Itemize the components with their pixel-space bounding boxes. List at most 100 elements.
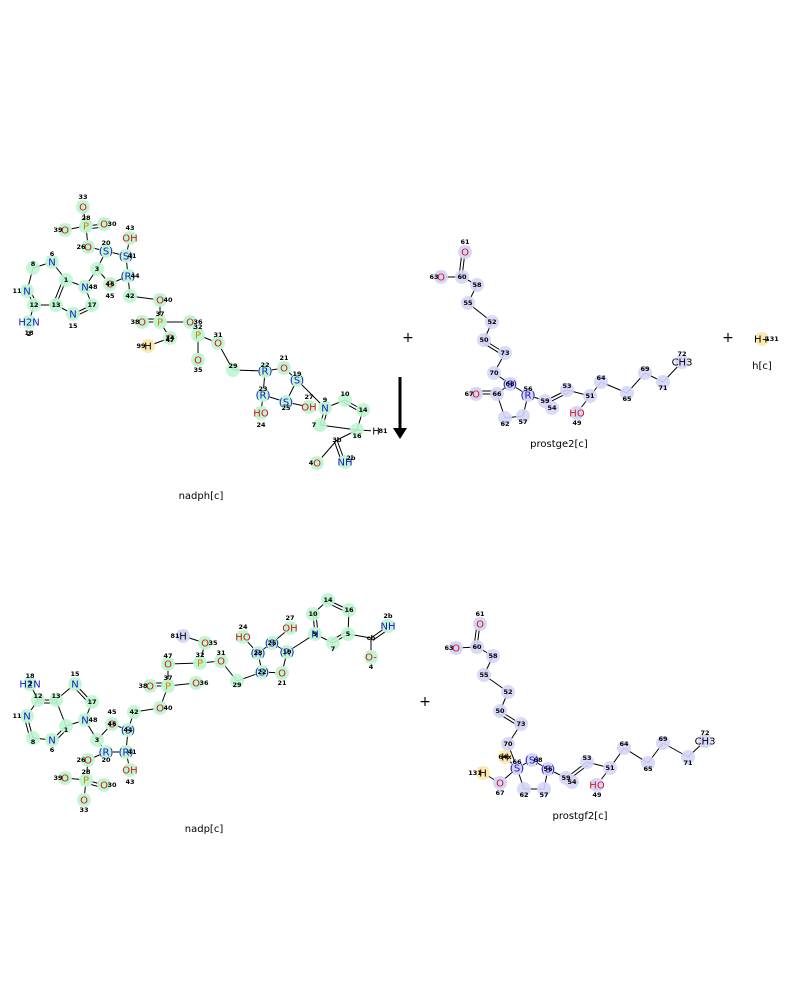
prostgf2-atom-highlight <box>656 736 670 750</box>
prostgf2-atom-number: 57 <box>539 791 548 799</box>
nadph-atom-number: 15 <box>68 322 78 330</box>
nadph-atom-bg <box>123 270 133 281</box>
nadp-atom-symbol: O <box>201 639 209 650</box>
prostge2-atom-number: 66 <box>492 390 502 398</box>
prostge2-atom-number: 52 <box>487 318 496 326</box>
plus-operator-3: + <box>419 694 431 710</box>
prostgf2-atom-number: 70 <box>503 740 513 748</box>
prostgf2-atom-number: 52 <box>503 688 512 696</box>
nadp-atom-number: 41 <box>127 748 137 756</box>
nadph-atom-number: 1 <box>64 276 69 284</box>
nadp-atom-bg <box>200 637 210 648</box>
prostgf2-atom-number: 60 <box>472 643 482 651</box>
nadph-atom-number: 35 <box>193 366 203 374</box>
nadph-atom-highlight <box>26 261 40 275</box>
nadph-atom-bg <box>81 220 91 231</box>
nadph-atom-number: 40 <box>163 296 173 304</box>
nadph-atom-number: 45 <box>105 292 115 300</box>
prostge2-atom-highlight <box>516 409 530 423</box>
prostgf2-atom-bg <box>495 777 505 788</box>
nadph-atom-symbol: N <box>69 310 76 321</box>
nadp-atom-symbol: O <box>146 682 154 693</box>
nadph-atom-number: 20 <box>101 239 111 247</box>
prostgf2-atom-bg <box>700 735 710 746</box>
nadp-atom-highlight <box>127 705 141 719</box>
prostgf2-atom-symbol: (S) <box>525 756 539 767</box>
nadph-atom-number: 4 <box>309 459 314 467</box>
nadph-atom-bg <box>185 316 195 327</box>
nadp-atom-symbol: O <box>80 796 88 807</box>
nadp-atom-symbol: P <box>165 682 171 693</box>
nadp-atom-symbol: O <box>156 704 164 715</box>
prostge2-atom-number: 65 <box>622 395 632 403</box>
prostgf2-atom-number: 66 <box>512 758 522 766</box>
compound-label-prostge2: prostge2[c] <box>530 439 588 450</box>
nadp-atom-number: 37 <box>163 674 172 682</box>
nadp-atom-number: 32 <box>195 651 204 659</box>
nadp-atom-bg <box>101 746 111 757</box>
nadph-atom-bg <box>143 340 153 351</box>
prostgf2-atom-symbol: H <box>501 753 509 764</box>
prostge2-atom-bg <box>677 356 687 367</box>
prostge2-atom-highlight <box>461 296 475 310</box>
prostgf2-atom-symbol: O <box>496 779 504 790</box>
prostge2-atom-highlight <box>470 278 484 292</box>
nadph-atom-bg <box>258 389 268 400</box>
nadp-atom-number: 8 <box>31 738 36 746</box>
nadp-atom-number: 20 <box>101 756 111 764</box>
nadp-atom-number: 47 <box>163 652 172 660</box>
nadp-atom-number: 21 <box>277 679 287 687</box>
nadp-atom-bg <box>25 678 35 689</box>
prostgf2-atom-highlight <box>681 750 695 764</box>
nadp-atom-symbol: P <box>197 659 203 670</box>
prostge2-atom-number: 62 <box>500 420 509 428</box>
nadp-atom-number: 13 <box>51 692 60 700</box>
nadp-atom-number: 38 <box>138 682 148 690</box>
prostgf2-atom-bg <box>475 618 485 629</box>
nadph-atom-number: 39 <box>53 226 63 234</box>
nadp-atom-bg <box>99 779 109 790</box>
prostgf2-atom-symbol: HO <box>589 781 605 792</box>
prostge2-atom-highlight <box>487 366 501 380</box>
nadp-atom-symbol: O <box>84 756 92 767</box>
prostgf2-atom-highlight <box>470 640 484 654</box>
nadph-atom-bg <box>165 332 175 343</box>
nadph-atom-bg <box>260 365 270 376</box>
nadp-atom-number: 17 <box>87 698 96 706</box>
nadph-atom-bg <box>292 374 302 385</box>
prostgf2-atom-number: 55 <box>479 671 489 679</box>
nadp-atom-highlight <box>306 607 320 621</box>
prostge2-atom-symbol: (S) <box>503 380 517 391</box>
nadp-atom-number: 2 <box>28 680 33 688</box>
nadph-atom-number: 16 <box>352 432 362 440</box>
nadph-atom-bg <box>101 245 111 256</box>
nadph-atom-bg <box>320 402 330 413</box>
nadp-atom-symbol: NH <box>381 622 396 633</box>
nadph-atom-symbol: P <box>83 222 89 233</box>
prostge2-atom-number: 56 <box>523 385 533 393</box>
nadp-atom-bg <box>163 658 173 669</box>
nadph-atom-symbol: O <box>100 220 108 231</box>
nadph-atom-symbol: HO <box>253 409 269 420</box>
nadp-atom-number: 30 <box>107 781 117 789</box>
nadph-atom-number: 41 <box>127 252 137 260</box>
nadph-atom-bg <box>99 218 109 229</box>
nadph-atom-bg <box>105 278 115 289</box>
nadp-atom-bg <box>123 724 133 735</box>
nadp-atom-bg <box>81 774 91 785</box>
nadp-atom-highlight <box>31 693 45 707</box>
nadp-atom-bg <box>277 667 287 678</box>
nadp-atom-number: 9 <box>313 630 318 638</box>
nadph-atom-symbol: O <box>194 356 202 367</box>
nadp-atom-symbol: N <box>311 630 318 641</box>
nadp-atom-number: 42 <box>129 708 138 716</box>
prostge2-atom-highlight <box>545 401 559 415</box>
nadph-atom-number: 17 <box>87 301 96 309</box>
nadp-atom-number: 18 <box>25 672 35 680</box>
prostge2-atom-number: 63 <box>429 273 438 281</box>
prostge2-atom-symbol: O <box>461 248 469 259</box>
nadph-atom-symbol: OH <box>301 403 316 414</box>
prostgf2-atom-bg <box>527 754 537 765</box>
nadp-atom-number: 44 <box>123 726 133 734</box>
prostge2-atom-number: 58 <box>472 281 482 289</box>
